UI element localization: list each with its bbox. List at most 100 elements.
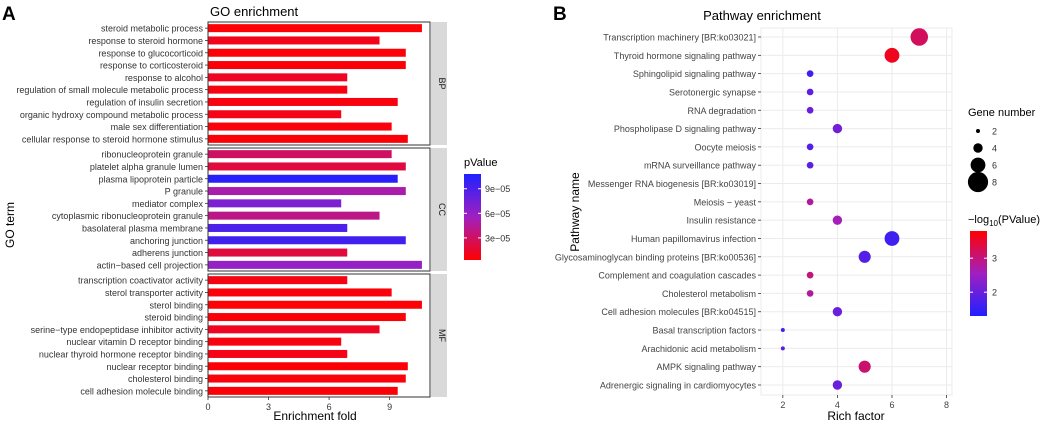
pathway-point xyxy=(832,123,843,134)
go-term-label: mediator complex xyxy=(132,199,204,209)
facet-panel-border xyxy=(207,21,431,146)
pathway-point xyxy=(806,106,814,114)
go-bar xyxy=(208,236,406,245)
pathway-point xyxy=(806,290,814,297)
go-term-label: cell adhesion molecule binding xyxy=(80,386,203,396)
size-legend-label: 8 xyxy=(992,178,997,188)
facet-strip xyxy=(431,148,447,271)
go-bar xyxy=(208,162,406,171)
go-bar xyxy=(208,122,392,131)
go-term-label: adherens junction xyxy=(132,248,203,258)
size-legend-dot xyxy=(970,157,986,173)
colorbar-tick-label: 9e−05 xyxy=(485,184,510,194)
go-y-axis-label: GO term xyxy=(3,202,17,248)
go-term-label: transcription coactivator activity xyxy=(78,276,204,286)
x-tick-label: 2 xyxy=(780,400,785,410)
pathway-label: Adrenergic signaling in cardiomyocytes xyxy=(600,381,757,391)
pathway-plot-background xyxy=(760,27,953,396)
pathway-point xyxy=(806,271,814,279)
panel-b-letter: B xyxy=(553,4,567,25)
go-bar xyxy=(208,150,392,159)
go-term-label: organic hydroxy compound metabolic proce… xyxy=(20,110,204,120)
colorbar-tick-label: 6e−05 xyxy=(485,209,510,219)
go-bar xyxy=(208,48,406,57)
size-legend-label: 2 xyxy=(992,127,997,137)
neg-log10-pvalue-legend-title: −log10(PValue) xyxy=(968,214,1040,228)
size-legend-label: 4 xyxy=(992,144,997,154)
x-tick-label: 6 xyxy=(327,402,332,412)
go-term-label: cellular response to steroid hormone sti… xyxy=(22,134,204,144)
pathway-label: Transcription machinery [BR:ko03021] xyxy=(603,33,756,43)
go-bar xyxy=(208,97,398,106)
go-bar xyxy=(208,134,408,143)
size-legend-dot xyxy=(973,143,983,153)
x-tick-label: 9 xyxy=(387,402,392,412)
neg-log10-colorbar xyxy=(970,231,987,316)
x-tick-label: 3 xyxy=(266,402,271,412)
go-bar xyxy=(208,260,422,269)
pathway-label: Oocyte meiosis xyxy=(694,142,756,152)
go-term-label: response to corticosteroid xyxy=(100,61,203,71)
pathway-label: RNA degradation xyxy=(687,106,756,116)
pathway-enrichment-chart: Pathway enrichment Pathway name Rich fac… xyxy=(555,8,1040,422)
pathway-point xyxy=(832,307,843,317)
pvalue-legend-title: pValue xyxy=(464,157,497,169)
pathway-label: Serotonergic synapse xyxy=(669,87,756,97)
pathway-label: Meiosis − yeast xyxy=(694,197,757,207)
pathway-point xyxy=(806,143,814,151)
go-bar xyxy=(208,374,406,383)
pathway-point xyxy=(780,328,785,333)
go-bar xyxy=(208,288,392,297)
go-term-label: sterol binding xyxy=(149,300,203,310)
go-bar xyxy=(208,187,406,196)
pathway-label: mRNA surveillance pathway xyxy=(644,161,757,171)
facet-cc: ribonucleoprotein granule platelet alpha … xyxy=(52,147,447,272)
go-term-label: actin−based cell projection xyxy=(97,260,203,270)
go-bar xyxy=(208,337,342,346)
go-term-label: nuclear vitamin D receptor binding xyxy=(66,337,203,347)
go-term-label: regulation of small molecule metabolic p… xyxy=(16,85,203,95)
pathway-y-axis-label: Pathway name xyxy=(568,172,582,252)
pathway-chart-title: Pathway enrichment xyxy=(703,8,821,23)
legend-title-prefix: −log xyxy=(968,214,989,226)
pathway-point xyxy=(806,161,814,169)
go-bar xyxy=(208,85,348,94)
pathway-label: Human papillomavirus infection xyxy=(631,234,756,244)
facet-mf: transcription coactivator activity sterol… xyxy=(31,273,447,398)
facet-panel-border xyxy=(207,273,431,398)
facet-strip-label: CC xyxy=(437,203,447,216)
go-bar xyxy=(208,199,342,208)
go-bar xyxy=(208,61,406,70)
size-legend-dot xyxy=(976,129,980,133)
pathway-point xyxy=(858,360,871,373)
go-bar xyxy=(208,110,342,119)
facet-panel-border xyxy=(207,147,431,272)
size-legend-label: 6 xyxy=(992,161,997,171)
pathway-label: Insulin resistance xyxy=(686,216,756,226)
go-bar xyxy=(208,313,406,322)
x-tick-label: 8 xyxy=(944,400,949,410)
go-term-label: anchoring junction xyxy=(130,236,203,246)
pathway-point xyxy=(884,47,900,63)
go-bar xyxy=(208,24,422,33)
pathway-point xyxy=(910,28,929,46)
go-term-label: P granule xyxy=(165,187,203,197)
go-bar xyxy=(208,276,348,285)
go-term-label: response to steroid hormone xyxy=(88,36,203,46)
pathway-point xyxy=(858,250,871,263)
go-bar xyxy=(208,174,398,183)
go-term-label: nuclear thyroid hormone receptor binding xyxy=(39,349,203,359)
go-term-label: steroid metabolic process xyxy=(101,24,204,34)
legend-title-sub: 10 xyxy=(989,219,998,228)
go-bar xyxy=(208,73,348,82)
pathway-point xyxy=(806,198,814,206)
neg-log10-pvalue-legend: −log10(PValue) 3 2 xyxy=(968,214,1040,316)
pathway-x-axis-label: Rich factor xyxy=(827,409,884,422)
size-legend-dot xyxy=(967,171,989,193)
go-term-label: plasma lipoprotein particle xyxy=(98,174,203,184)
pvalue-legend: pValue 9e−05 6e−05 3e−05 xyxy=(464,157,510,260)
go-term-label: basolateral plasma membrane xyxy=(82,223,203,233)
go-term-label: steroid binding xyxy=(144,313,203,323)
panel-a-letter: A xyxy=(2,4,16,25)
